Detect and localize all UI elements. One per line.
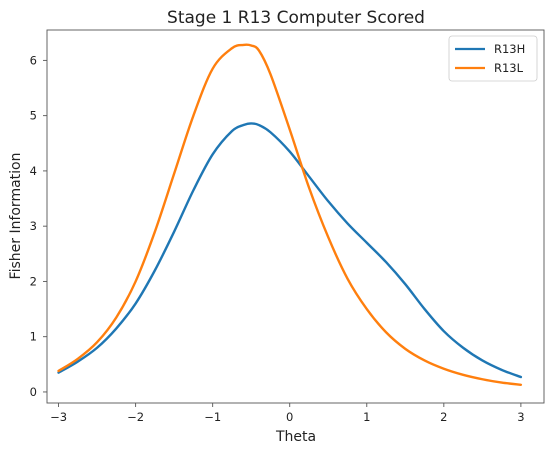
y-tick-label: 3 (30, 219, 37, 233)
legend: R13H R13L (448, 35, 538, 82)
y-tick-label: 4 (30, 164, 37, 178)
legend-label-r13h: R13H (494, 42, 525, 56)
x-axis-label: Theta (275, 429, 316, 445)
series-line-r13l (57, 43, 523, 386)
x-tick-label: 0 (286, 410, 293, 424)
x-tick-label: 3 (517, 410, 524, 424)
y-tick-label: 6 (30, 53, 37, 67)
x-tick-label: −3 (50, 410, 67, 424)
x-tick-label: −2 (127, 410, 144, 424)
y-tick-label: 2 (30, 274, 37, 288)
x-tick-label: 2 (440, 410, 447, 424)
y-axis-ticks: 0 1 2 3 4 5 6 (30, 53, 47, 399)
chart-title: Stage 1 R13 Computer Scored (167, 8, 425, 28)
x-tick-label: 1 (363, 410, 370, 424)
plot-area (46, 29, 545, 404)
y-axis-label: Fisher Information (8, 153, 24, 280)
x-tick-label: −1 (204, 410, 221, 424)
x-axis-ticks: −3 −2 −1 0 1 2 3 (50, 403, 525, 424)
legend-box (448, 35, 538, 82)
series-lines (57, 43, 523, 386)
legend-label-r13l: R13L (494, 61, 524, 75)
y-tick-label: 1 (30, 330, 37, 344)
y-tick-label: 5 (30, 109, 37, 123)
y-tick-label: 0 (30, 385, 37, 399)
series-line-r13h (57, 122, 523, 379)
